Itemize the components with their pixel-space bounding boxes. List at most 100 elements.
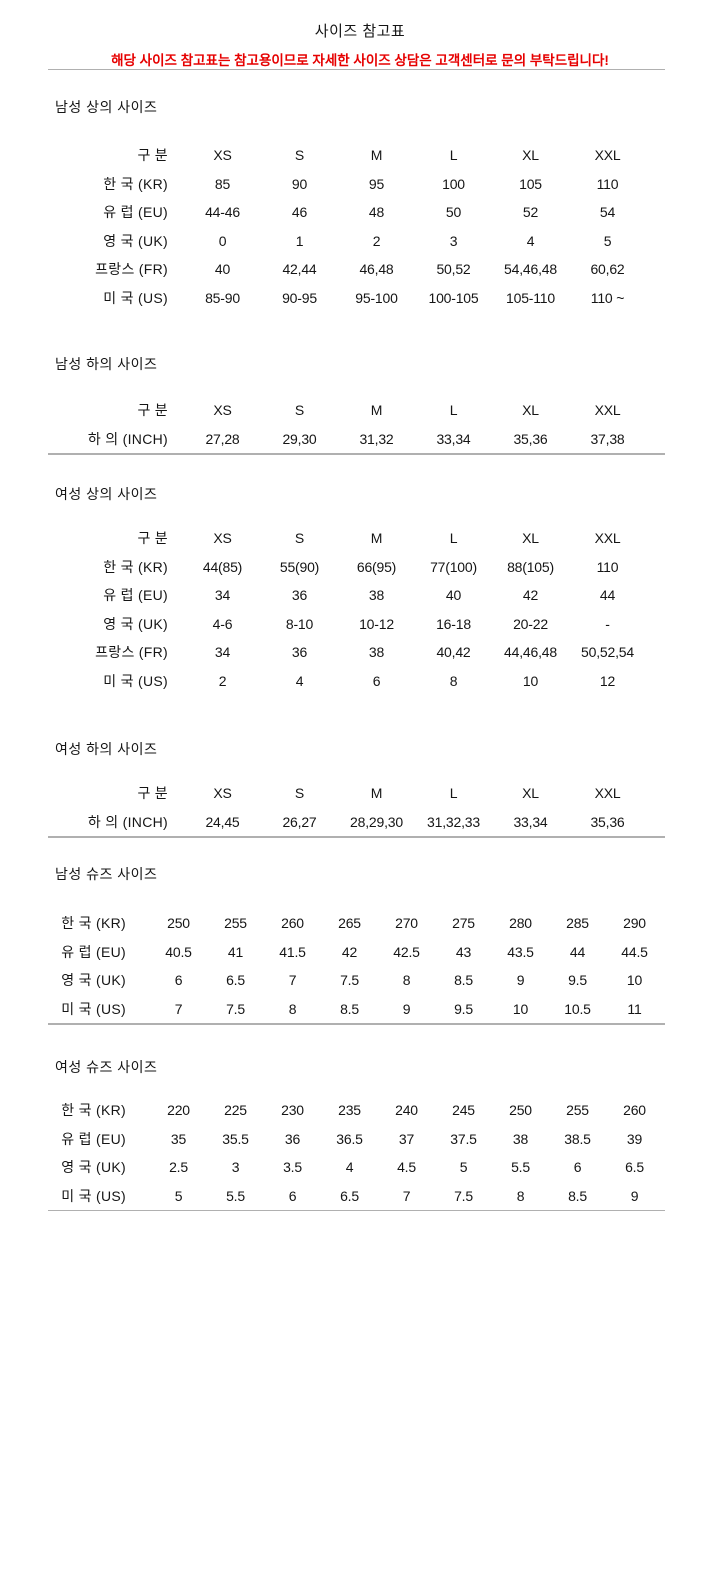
divider bbox=[48, 837, 665, 838]
column-header: XL bbox=[522, 402, 539, 419]
size-value-cell: 6 bbox=[372, 672, 381, 689]
row-label: 유 럽 (EU) bbox=[103, 587, 168, 604]
size-value-cell: 55(90) bbox=[279, 558, 320, 575]
size-value-cell: 37.5 bbox=[450, 1130, 477, 1147]
table-row: 영 국 (UK) 0 1 2 3 4 5 bbox=[0, 227, 646, 256]
row-label: 영 국 (UK) bbox=[61, 972, 126, 989]
size-value-cell: 27,28 bbox=[205, 430, 240, 447]
size-value-cell: 5.5 bbox=[226, 1187, 245, 1204]
size-value-cell: 6 bbox=[174, 972, 183, 989]
size-value-cell: 270 bbox=[395, 915, 418, 932]
size-value-cell: 5.5 bbox=[511, 1159, 530, 1176]
size-value-cell: 250 bbox=[509, 1102, 532, 1119]
table-row: 미 국 (US) 7 7.5 8 8.5 9 9.5 10 10.5 11 bbox=[0, 995, 663, 1024]
size-value-cell: 250 bbox=[167, 915, 190, 932]
size-value-cell: 35,36 bbox=[513, 430, 548, 447]
section-title-womens-tops: 여성 상의 사이즈 bbox=[55, 486, 158, 502]
size-value-cell: 37,38 bbox=[590, 430, 625, 447]
row-label: 하 의 (INCH) bbox=[87, 813, 168, 830]
mens-tops-size-table: 구 분 XS S M L XL XXL 한 국 (KR) 85 90 95 100 105 110 유 럽 … bbox=[0, 141, 646, 312]
size-value-cell: 24,45 bbox=[205, 813, 240, 830]
column-header: XL bbox=[522, 530, 539, 547]
size-value-cell: 29,30 bbox=[282, 430, 317, 447]
size-value-cell: 235 bbox=[338, 1102, 361, 1119]
section-title-mens-shoes: 남성 슈즈 사이즈 bbox=[55, 866, 158, 882]
size-value-cell: 260 bbox=[623, 1102, 646, 1119]
table-row: 유 럽 (EU) 34 36 38 40 42 44 bbox=[0, 581, 646, 610]
size-value-cell: 50 bbox=[445, 204, 462, 221]
size-value-cell: 36 bbox=[284, 1130, 301, 1147]
size-value-cell: 37 bbox=[398, 1130, 415, 1147]
size-value-cell: 95-100 bbox=[355, 289, 398, 306]
size-value-cell: 7 bbox=[288, 972, 297, 989]
column-header: M bbox=[370, 530, 383, 547]
size-value-cell: 220 bbox=[167, 1102, 190, 1119]
size-value-cell: 50,52,54 bbox=[581, 644, 634, 661]
size-value-cell: 42 bbox=[522, 587, 539, 604]
row-label: 영 국 (UK) bbox=[61, 1159, 126, 1176]
size-value-cell: 8 bbox=[402, 972, 411, 989]
size-value-cell: 5 bbox=[459, 1159, 468, 1176]
row-label: 한 국 (KR) bbox=[103, 175, 168, 192]
column-header: L bbox=[449, 402, 458, 419]
size-value-cell: 38 bbox=[368, 644, 385, 661]
size-value-cell: 38.5 bbox=[564, 1130, 591, 1147]
size-value-cell: 7.5 bbox=[454, 1187, 473, 1204]
column-header: S bbox=[294, 785, 305, 802]
size-value-cell: 7.5 bbox=[226, 1000, 245, 1017]
size-value-cell: 90 bbox=[291, 175, 308, 192]
size-value-cell: 230 bbox=[281, 1102, 304, 1119]
table-row: 미 국 (US) 2 4 6 8 10 12 bbox=[0, 667, 646, 696]
section-title-mens-tops: 남성 상의 사이즈 bbox=[55, 99, 158, 115]
column-header: S bbox=[294, 402, 305, 419]
size-value-cell: 41 bbox=[227, 943, 244, 960]
size-value-cell: 9 bbox=[630, 1187, 639, 1204]
row-label: 한 국 (KR) bbox=[103, 558, 168, 575]
size-value-cell: 31,32,33 bbox=[427, 813, 480, 830]
size-value-cell: 42 bbox=[341, 943, 358, 960]
row-label: 유 럽 (EU) bbox=[61, 1130, 126, 1147]
column-header: XL bbox=[522, 785, 539, 802]
column-header: L bbox=[449, 785, 458, 802]
size-value-cell: 3.5 bbox=[283, 1159, 302, 1176]
size-value-cell: 26,27 bbox=[282, 813, 317, 830]
size-value-cell: 7.5 bbox=[340, 972, 359, 989]
size-value-cell: 10 bbox=[522, 672, 539, 689]
column-header: M bbox=[370, 147, 383, 164]
table-row: 영 국 (UK) 2.5 3 3.5 4 4.5 5 5.5 6 6.5 bbox=[0, 1153, 663, 1182]
size-value-cell: 110 bbox=[596, 175, 619, 192]
column-header: L bbox=[449, 530, 458, 547]
divider bbox=[48, 1023, 665, 1024]
size-value-cell: 40.5 bbox=[165, 943, 192, 960]
row-label: 한 국 (KR) bbox=[61, 915, 126, 932]
size-value-cell: 9.5 bbox=[568, 972, 587, 989]
size-value-cell: 100-105 bbox=[428, 289, 479, 306]
size-value-cell: 4.5 bbox=[397, 1159, 416, 1176]
size-value-cell: 105 bbox=[519, 175, 542, 192]
size-value-cell: 42,44 bbox=[282, 261, 317, 278]
size-value-cell: 40 bbox=[445, 587, 462, 604]
size-value-cell: 34 bbox=[214, 644, 231, 661]
size-value-cell: 8.5 bbox=[340, 1000, 359, 1017]
size-value-cell: 40 bbox=[214, 261, 231, 278]
size-value-cell: 255 bbox=[566, 1102, 589, 1119]
divider bbox=[48, 69, 665, 70]
row-label: 한 국 (KR) bbox=[61, 1102, 126, 1119]
notice-text: 해당 사이즈 참고표는 참고용이므로 자세한 사이즈 상담은 고객센터로 문의 … bbox=[111, 53, 609, 68]
size-value-cell: 90-95 bbox=[282, 289, 317, 306]
size-value-cell: 54 bbox=[599, 204, 616, 221]
column-header: L bbox=[449, 147, 458, 164]
size-value-cell: 35.5 bbox=[222, 1130, 249, 1147]
size-value-cell: 2.5 bbox=[169, 1159, 188, 1176]
table-row: 프랑스 (FR) 34 36 38 40,42 44,46,48 50,52,54 bbox=[0, 638, 646, 667]
mens-shoes-size-table: 한 국 (KR) 250 255 260 265 270 275 280 285 290 유 럽 (… bbox=[0, 909, 663, 1023]
column-header: S bbox=[294, 530, 305, 547]
size-value-cell: 265 bbox=[338, 915, 361, 932]
size-value-cell: 60,62 bbox=[590, 261, 625, 278]
size-value-cell: 44.5 bbox=[621, 943, 648, 960]
size-value-cell: 8 bbox=[449, 672, 458, 689]
table-row: 유 럽 (EU) 35 35.5 36 36.5 37 37.5 38 38.5 39 bbox=[0, 1125, 663, 1154]
divider bbox=[48, 453, 665, 454]
table-row: 영 국 (UK) 6 6.5 7 7.5 8 8.5 9 9.5 10 bbox=[0, 966, 663, 995]
row-label: 하 의 (INCH) bbox=[87, 430, 168, 447]
